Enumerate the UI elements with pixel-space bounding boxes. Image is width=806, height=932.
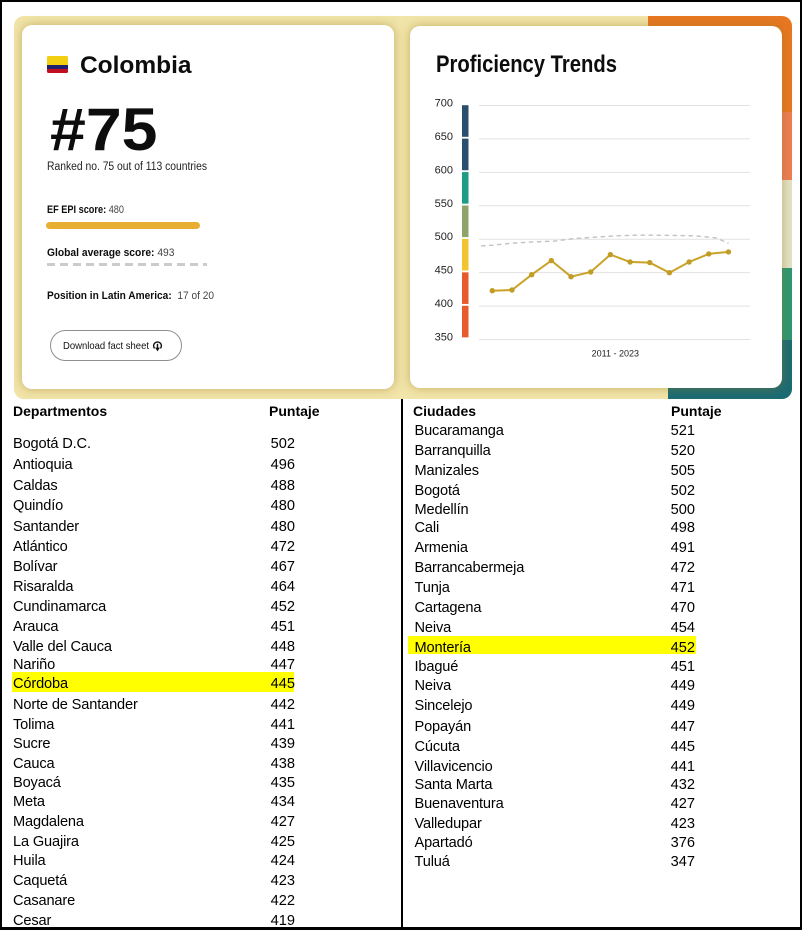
svg-text:350: 350 [435,332,453,344]
svg-text:550: 550 [435,198,453,210]
svg-text:650: 650 [435,131,453,143]
svg-text:700: 700 [435,98,453,110]
svg-text:450: 450 [435,265,453,277]
svg-text:600: 600 [435,164,453,176]
svg-text:500: 500 [435,231,453,243]
svg-text:400: 400 [435,298,453,310]
svg-text:2011 - 2023: 2011 - 2023 [592,349,639,359]
